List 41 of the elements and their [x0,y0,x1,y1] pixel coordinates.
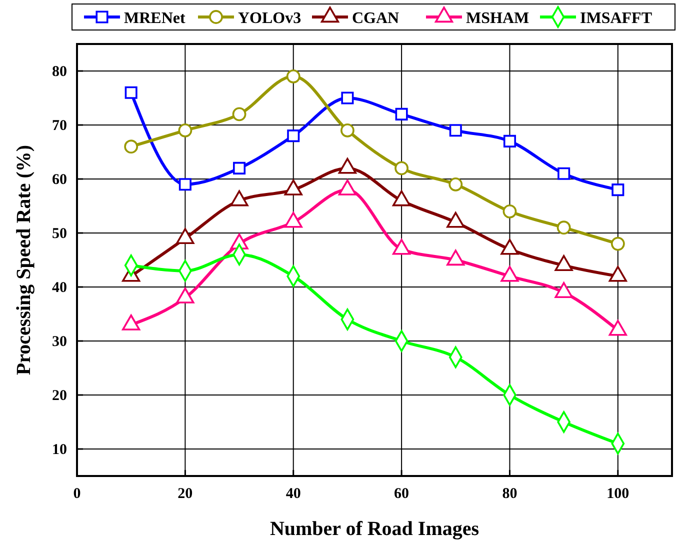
point [286,69,300,84]
point [232,107,246,122]
y-tick-label: 20 [52,388,67,404]
y-tick-label: 80 [52,64,67,80]
point [556,220,571,235]
legend-label: IMSAFFT [580,10,652,27]
point [233,162,246,174]
point [124,140,138,154]
y-tick-label: 60 [52,172,67,188]
x-tick-label: 80 [502,486,518,502]
legend-label: MSHAM [466,10,530,27]
legend-label: CGAN [352,10,400,27]
y-tick-label: 30 [52,334,67,350]
point [341,92,354,104]
point [502,204,517,218]
y-tick-label: 40 [52,280,67,296]
x-axis-title: Number of Road Images [270,518,480,540]
point [340,123,354,138]
point [394,161,408,176]
point [503,134,516,148]
legend-label: MRENet [124,10,186,27]
x-tick-label: 20 [178,486,193,502]
x-tick-label: 100 [606,486,630,502]
point [287,130,300,142]
point [124,86,138,99]
x-tick-label: 0 [73,486,81,502]
y-axis-title: Processing Speed Rate (%) [13,144,35,376]
point [395,108,408,120]
point [448,177,463,192]
y-tick-label: 70 [52,118,67,134]
legend-label: YOLOv3 [238,10,302,27]
x-tick-label: 40 [286,486,301,502]
y-tick-label: 10 [52,442,67,458]
y-tick-label: 50 [52,226,67,242]
point [558,167,570,180]
point [178,178,192,191]
point [178,123,192,138]
x-tick-label: 60 [394,486,410,502]
point [612,184,624,196]
point [610,236,625,251]
point [449,124,462,137]
